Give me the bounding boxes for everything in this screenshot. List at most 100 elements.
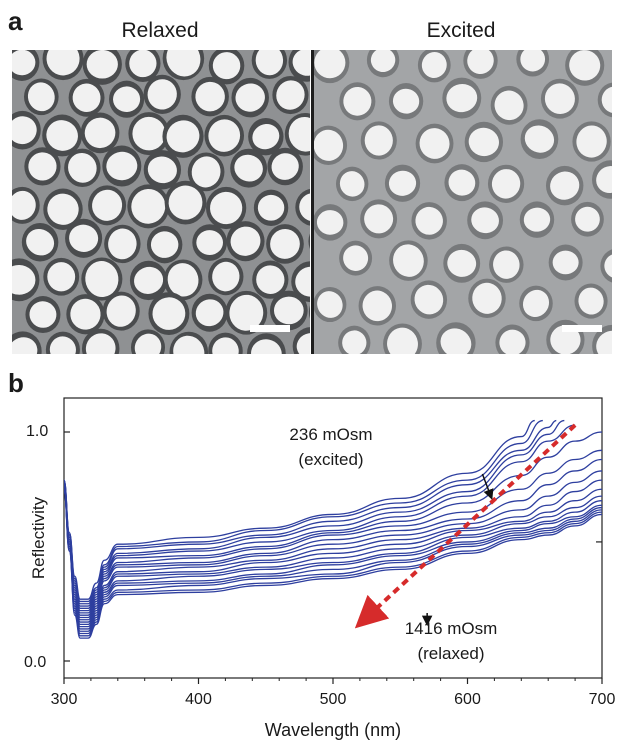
pore — [46, 50, 80, 76]
pore — [569, 50, 601, 81]
pore — [467, 50, 494, 75]
pore — [12, 190, 36, 220]
pore — [212, 261, 240, 292]
pore — [364, 204, 394, 234]
reflectivity-curve-9 — [64, 470, 602, 619]
pore — [292, 50, 310, 76]
reflectivity-curve-11 — [64, 449, 602, 614]
pore — [596, 330, 612, 354]
reflectivity-curve-17 — [64, 419, 535, 600]
annotation-relaxed: 1416 mOsm (relaxed) — [405, 613, 498, 663]
scale-bar — [562, 325, 602, 332]
pore — [499, 329, 526, 354]
pore — [314, 129, 344, 161]
pore — [523, 207, 551, 232]
pore — [210, 191, 243, 225]
pore — [576, 125, 607, 158]
pore — [522, 289, 550, 318]
pore — [49, 336, 76, 354]
pore — [108, 228, 137, 260]
x-tick-label: 300 — [51, 691, 78, 708]
pore — [251, 339, 282, 354]
pore — [296, 333, 310, 354]
pore — [339, 171, 365, 197]
pore — [578, 287, 604, 315]
pore — [256, 265, 285, 294]
pore — [276, 80, 305, 110]
pore — [134, 266, 164, 294]
pore — [270, 228, 300, 259]
pore — [168, 185, 203, 220]
pore — [47, 193, 79, 225]
pore — [195, 81, 225, 112]
pore — [314, 50, 346, 79]
pore — [550, 171, 580, 200]
pore — [92, 189, 123, 221]
pore — [601, 86, 612, 114]
pore — [317, 291, 343, 318]
pore-rim — [308, 305, 310, 319]
pore — [129, 50, 157, 78]
reflectivity-curve-6 — [64, 486, 602, 626]
reflectivity-curve-5 — [64, 488, 602, 628]
pore — [70, 298, 101, 330]
annotation-relaxed-line1: 1416 mOsm — [405, 619, 498, 638]
pore — [147, 156, 177, 184]
reflectivity-curve-2 — [64, 490, 602, 635]
y-axis-label: Reflectivity — [29, 496, 48, 579]
pore — [191, 156, 221, 188]
pore — [387, 327, 418, 354]
pore — [252, 123, 280, 150]
pore — [448, 169, 476, 196]
pore — [106, 295, 136, 327]
pore — [364, 125, 393, 156]
pore — [12, 116, 37, 145]
reflectivity-curve-8 — [64, 479, 602, 621]
pore — [229, 294, 264, 331]
pore — [362, 290, 392, 322]
annotation-excited-arrow — [481, 473, 494, 500]
pore — [46, 120, 78, 151]
annotation-excited-line1: 236 mOsm — [289, 425, 372, 444]
pore — [68, 152, 97, 183]
pore — [343, 245, 369, 271]
pore — [550, 325, 581, 354]
pore — [544, 83, 575, 115]
pore — [85, 333, 116, 354]
pore — [195, 299, 224, 327]
pore — [472, 282, 502, 314]
pore — [29, 301, 57, 328]
pore — [12, 50, 36, 76]
pore — [447, 249, 477, 277]
pore — [166, 120, 200, 153]
excited-micrograph — [314, 50, 612, 354]
pore — [273, 296, 304, 325]
pore — [86, 50, 118, 79]
pore — [196, 230, 223, 255]
pore — [393, 244, 424, 277]
pore — [208, 119, 241, 152]
pore — [234, 154, 263, 182]
pore — [288, 116, 310, 152]
pore — [271, 153, 299, 180]
pore — [12, 337, 38, 354]
pore — [316, 210, 344, 235]
panel-b-letter: b — [8, 368, 24, 398]
pore — [26, 229, 55, 256]
relaxed-title: Relaxed — [121, 19, 199, 42]
pore — [84, 117, 116, 149]
pore — [131, 188, 166, 224]
pore — [388, 170, 417, 196]
pore — [230, 226, 261, 256]
pore — [85, 261, 119, 298]
pore — [392, 88, 420, 114]
scale-bar — [250, 325, 290, 332]
relaxed-micrograph — [12, 50, 310, 354]
pore — [370, 50, 396, 73]
pore — [113, 86, 141, 113]
pore — [132, 116, 166, 151]
pore — [604, 253, 612, 279]
pore — [212, 52, 241, 80]
reflectivity-chart: 300 400 500 600 700 1.0 0.0 Reflectivity Wav… — [24, 397, 615, 740]
pore — [255, 50, 284, 76]
